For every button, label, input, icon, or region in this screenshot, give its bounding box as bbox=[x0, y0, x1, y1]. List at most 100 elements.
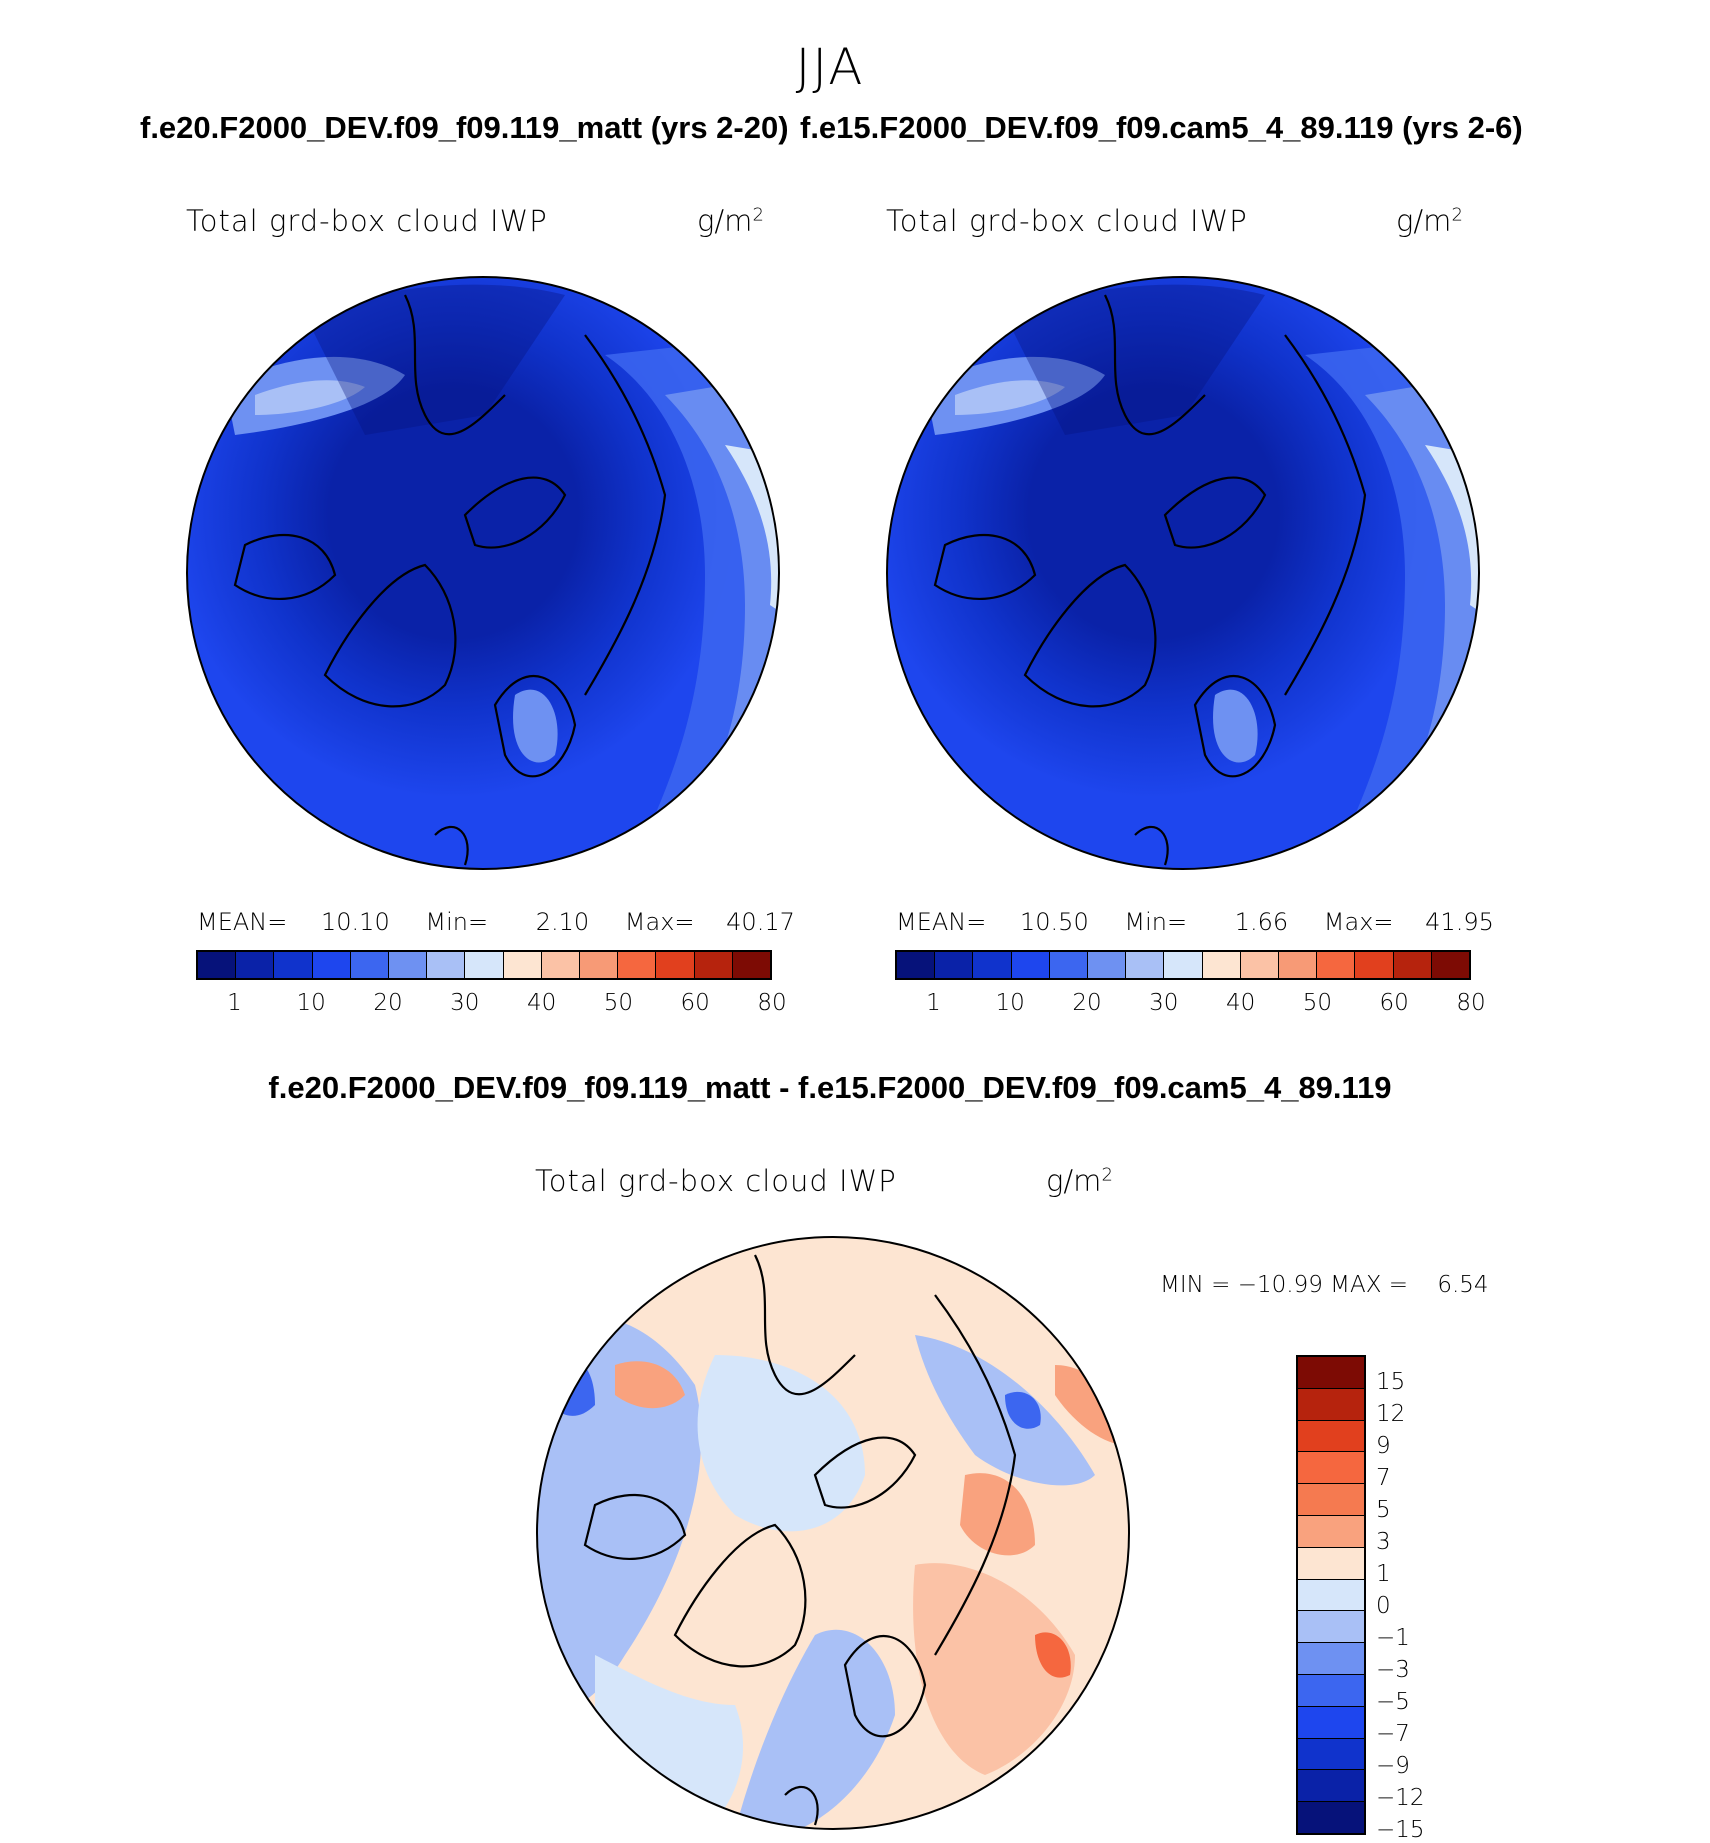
colorbar-panel2-box-11 bbox=[1317, 952, 1356, 978]
colorbar-diff-box-11 bbox=[1298, 1706, 1364, 1739]
map3-region-central-cool bbox=[697, 1355, 865, 1532]
map3-region-europe-cool bbox=[735, 1629, 895, 1829]
panel2-stats: MEAN= 10.50 Min= 1.66 Max= 41.95 bbox=[896, 908, 1494, 936]
colorbar-panel2-box-6 bbox=[1126, 952, 1165, 978]
map2-field bbox=[887, 277, 1479, 869]
case-title-left: f.e20.F2000_DEV.f09_f09.119_matt (yrs 2-… bbox=[140, 110, 789, 145]
colorbar-diff-label: 5 bbox=[1376, 1497, 1391, 1524]
colorbar-panel1-box-3 bbox=[312, 952, 351, 978]
panel1-min-label: Min= bbox=[425, 908, 489, 936]
map1-coastlines bbox=[233, 294, 667, 866]
diff-minmax: MIN = −10.99 MAX = 6.54 bbox=[1160, 1272, 1489, 1298]
colorbar-diff-label: −5 bbox=[1376, 1689, 1410, 1716]
colorbar-panel1-box-9 bbox=[541, 952, 581, 978]
map2-region-dark bbox=[1005, 284, 1265, 435]
colorbar-diff-box-7 bbox=[1298, 1579, 1364, 1612]
panel1-stats: MEAN= 10.10 Min= 2.10 Max= 40.17 bbox=[197, 908, 795, 936]
colorbar-diff-label: −12 bbox=[1376, 1785, 1425, 1812]
map3-region-west bbox=[537, 1316, 702, 1715]
colorbar-diff-box-10 bbox=[1298, 1674, 1364, 1707]
colorbar-panel1-box-6 bbox=[427, 952, 466, 978]
map2-region-scandinavia bbox=[1213, 689, 1258, 763]
panel2-mean-value: 10.50 bbox=[1020, 908, 1089, 936]
colorbar-diff-box-8 bbox=[1298, 1611, 1364, 1644]
colorbar-panel1-box-11 bbox=[618, 952, 657, 978]
map2-coastlines bbox=[933, 294, 1367, 866]
colorbar-panel1-label: 1 bbox=[227, 990, 242, 1016]
colorbar-diff-label: 12 bbox=[1376, 1401, 1406, 1428]
colorbar-panel1-labels: 1 10 20 30 40 50 60 80 bbox=[196, 990, 787, 1020]
colorbar-diff-box-0 bbox=[1298, 1357, 1364, 1389]
colorbar-panel2-labels: 1 10 20 30 40 50 60 80 bbox=[895, 990, 1486, 1020]
colorbar-panel2-label: 30 bbox=[1149, 990, 1179, 1016]
colorbar-panel1-box-10 bbox=[580, 952, 619, 978]
map3-region-southeast-warm bbox=[913, 1563, 1075, 1775]
map-panel2 bbox=[886, 276, 1480, 870]
colorbar-panel2-box-12 bbox=[1355, 952, 1394, 978]
season-title: JJA bbox=[795, 38, 865, 96]
colorbar-diff-box-5 bbox=[1298, 1515, 1364, 1548]
colorbar-panel2-label: 10 bbox=[995, 990, 1025, 1016]
map1-region-pacific-core bbox=[255, 380, 365, 415]
map2-border bbox=[886, 276, 1480, 870]
colorbar-panel2-box-13 bbox=[1393, 952, 1432, 978]
panel1-min-value: 2.10 bbox=[535, 908, 590, 936]
panel2-variable-title: Total grd-box cloud IWP bbox=[886, 204, 1248, 238]
colorbar-diff-label: −1 bbox=[1376, 1625, 1410, 1652]
colorbar-panel1-box-4 bbox=[350, 952, 390, 978]
colorbar-panel2-box-9 bbox=[1240, 952, 1280, 978]
panel2-units: g/m2 bbox=[1396, 204, 1463, 238]
panel2-min-label: Min= bbox=[1124, 908, 1188, 936]
colorbar-diff-box-6 bbox=[1298, 1547, 1364, 1580]
map3-region-southeast-hot bbox=[1035, 1632, 1071, 1678]
colorbar-diff-box-13 bbox=[1298, 1770, 1364, 1803]
panel1-units: g/m2 bbox=[697, 204, 764, 238]
panel1-max-value: 40.17 bbox=[726, 908, 795, 936]
colorbar-panel2-box-8 bbox=[1202, 952, 1241, 978]
map3-region-northeast bbox=[915, 1335, 1095, 1486]
colorbar-panel1-box-1 bbox=[236, 952, 275, 978]
map3-region-northeast-core bbox=[1005, 1391, 1041, 1429]
colorbar-panel1 bbox=[196, 950, 772, 980]
colorbar-diff-box-3 bbox=[1298, 1452, 1364, 1485]
colorbar-panel2-box-1 bbox=[935, 952, 974, 978]
panel2-max-value: 41.95 bbox=[1425, 908, 1494, 936]
panel2-max-label: Max= bbox=[1323, 908, 1394, 936]
map3-coastlines bbox=[583, 1254, 1017, 1826]
colorbar-panel1-label: 30 bbox=[450, 990, 480, 1016]
colorbar-panel2 bbox=[895, 950, 1471, 980]
colorbar-diff-label: 1 bbox=[1376, 1561, 1391, 1588]
colorbar-panel1-label: 80 bbox=[757, 990, 787, 1016]
panel2-min-value: 1.66 bbox=[1234, 908, 1289, 936]
colorbar-panel2-box-2 bbox=[973, 952, 1012, 978]
colorbar-panel2-box-0 bbox=[897, 952, 936, 978]
colorbar-panel2-label: 80 bbox=[1456, 990, 1486, 1016]
colorbar-diff-label: −15 bbox=[1376, 1817, 1425, 1843]
colorbar-panel2-label: 50 bbox=[1302, 990, 1333, 1016]
colorbar-diff-label: −3 bbox=[1376, 1657, 1410, 1684]
colorbar-panel2-label: 60 bbox=[1379, 990, 1409, 1016]
colorbar-panel2-box-7 bbox=[1164, 952, 1203, 978]
colorbar-panel1-box-13 bbox=[694, 952, 733, 978]
colorbar-panel2-label: 20 bbox=[1072, 990, 1102, 1016]
colorbar-panel1-box-12 bbox=[656, 952, 695, 978]
colorbar-diff-label: 0 bbox=[1376, 1593, 1391, 1620]
map1-region-dark bbox=[305, 284, 565, 435]
diff-variable-title: Total grd-box cloud IWP bbox=[535, 1164, 897, 1198]
map1-field bbox=[187, 277, 779, 869]
colorbar-panel1-box-7 bbox=[465, 952, 504, 978]
colorbar-panel1-box-5 bbox=[389, 952, 428, 978]
colorbar-diff-box-1 bbox=[1298, 1388, 1364, 1421]
colorbar-diff-box-2 bbox=[1298, 1420, 1364, 1453]
diff-units: g/m2 bbox=[1046, 1164, 1113, 1198]
colorbar-panel2-box-3 bbox=[1011, 952, 1050, 978]
colorbar-diff-box-9 bbox=[1298, 1643, 1364, 1675]
map3-region-pacific-warm bbox=[615, 1361, 685, 1409]
colorbar-panel1-box-14 bbox=[732, 952, 771, 978]
panel1-mean-label: MEAN= bbox=[197, 908, 288, 936]
map2-region-pacific-core bbox=[955, 380, 1065, 415]
colorbar-panel1-box-8 bbox=[503, 952, 542, 978]
colorbar-diff-box-4 bbox=[1298, 1484, 1364, 1516]
colorbar-panel1-box-0 bbox=[198, 952, 237, 978]
map-panel1 bbox=[186, 276, 780, 870]
